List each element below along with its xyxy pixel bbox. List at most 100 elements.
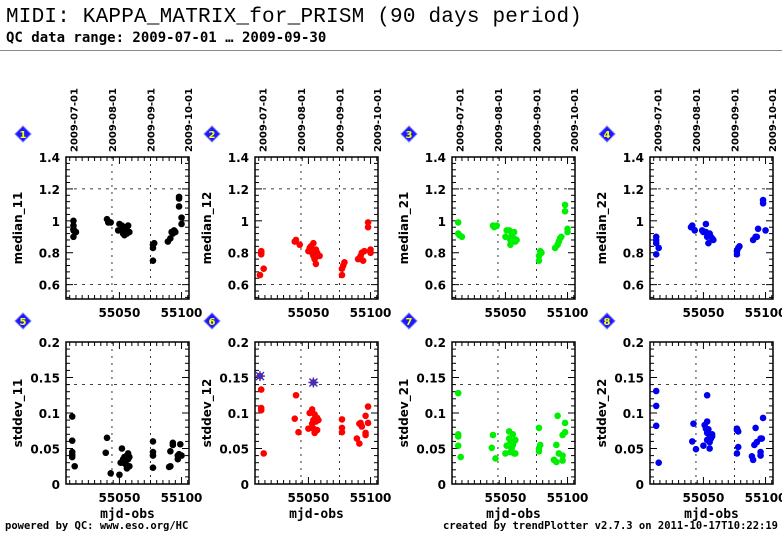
data-point [338, 416, 346, 423]
date-label: 2009-08-01 [297, 88, 308, 152]
data-point [178, 214, 185, 221]
data-point [341, 259, 348, 266]
data-point [510, 228, 518, 236]
panel-number: 6 [209, 317, 216, 328]
y-tick-label: 0.2 [228, 336, 249, 350]
y-tick-label: 1.2 [228, 183, 249, 197]
data-point [169, 441, 177, 449]
y-tick-label: 0.1 [425, 407, 446, 421]
date-label: 2009-07-01 [258, 88, 269, 152]
data-point [356, 440, 363, 447]
data-point [296, 241, 304, 249]
x-tick-label: 55050 [485, 306, 527, 320]
y-tick-label: 0.15 [30, 372, 60, 386]
data-point [364, 219, 372, 226]
data-point [559, 452, 566, 459]
x-tick-label: 55100 [350, 306, 392, 320]
data-point [256, 271, 264, 279]
data-point [454, 433, 462, 440]
data-point [358, 423, 366, 430]
diamond-icon [14, 312, 32, 330]
date-label: 2009-10-01 [373, 88, 384, 152]
y-tick-label: 0.2 [39, 336, 60, 350]
data-point [103, 434, 111, 442]
y-tick-label: 0.1 [39, 407, 60, 421]
diamond-icon [400, 125, 418, 143]
y-tick-label: 0 [636, 478, 644, 492]
y-tick-label: 0.05 [30, 443, 60, 457]
data-point [759, 199, 767, 207]
x-tick-label: 55050 [683, 306, 725, 320]
x-axis-label: mjd-obs [684, 507, 739, 522]
data-point [338, 428, 346, 436]
data-point [535, 448, 543, 455]
created-by-label: created by trendPlotter v2.7.3 on 2011-1… [442, 520, 778, 532]
data-point [367, 249, 374, 257]
panel-number: 1 [20, 130, 27, 141]
y-tick-label: 1 [636, 215, 644, 229]
panel-number-badge[interactable]: 8 [598, 312, 616, 330]
plot-frame [254, 156, 379, 300]
x-tick-label: 55100 [350, 491, 392, 505]
panel-number-badge[interactable]: 6 [203, 312, 221, 330]
y-tick-label: 0.6 [39, 279, 60, 293]
data-point [178, 452, 185, 459]
panel-number-badge[interactable]: 7 [400, 312, 418, 330]
diamond-icon [598, 312, 616, 330]
data-point [535, 257, 543, 265]
y-tick-label: 0.2 [623, 336, 644, 350]
data-point [688, 438, 696, 445]
data-point [536, 441, 544, 449]
data-point [705, 239, 712, 247]
data-point [758, 435, 766, 442]
date-label: 2009-08-01 [494, 88, 505, 152]
date-label: 2009-09-01 [730, 88, 741, 152]
data-point [553, 458, 560, 466]
y-tick-label: 1 [438, 215, 446, 229]
data-point [736, 243, 743, 250]
y-tick-label: 0.8 [39, 247, 60, 261]
data-point [361, 247, 368, 255]
y-tick-label: 0.8 [228, 247, 249, 261]
plot-frame [649, 341, 774, 485]
x-tick-label: 55100 [161, 491, 203, 505]
powered-by-label: powered by QC: www.eso.org/HC [5, 520, 189, 532]
data-point [749, 456, 757, 464]
panel-5: 0 0.05 0.1 0.15 0.2 55050 55100 stddev_11 mjd-ob… [11, 312, 203, 522]
date-label: 2009-08-01 [108, 88, 119, 152]
x-tick-label: 55050 [485, 491, 527, 505]
plot-frame [451, 341, 576, 485]
y-tick-label: 0.8 [623, 247, 644, 261]
x-tick-label: 55050 [683, 491, 725, 505]
data-point [175, 203, 183, 210]
panel-2: 0.6 0.8 1 1.2 1.4 55050 55100 median_12 2009-07-… [200, 88, 391, 320]
date-label: 2009-07-01 [455, 88, 466, 152]
date-label: 2009-10-01 [184, 88, 195, 152]
panel-number-badge[interactable]: 4 [598, 125, 616, 143]
x-tick-label: 55050 [99, 306, 141, 320]
data-point [107, 219, 115, 226]
data-point [512, 436, 519, 444]
data-point [312, 260, 320, 268]
data-point [292, 236, 300, 244]
panel-number-badge[interactable]: 5 [14, 312, 32, 330]
y-tick-label: 0.2 [425, 336, 446, 350]
data-point [652, 387, 660, 395]
panel-number-badge[interactable]: 3 [400, 125, 418, 143]
data-point [708, 433, 716, 440]
data-point [257, 406, 265, 414]
data-point [308, 406, 316, 413]
data-point [734, 443, 742, 451]
panel-number-badge[interactable]: 2 [203, 125, 221, 143]
panel-number: 8 [604, 317, 611, 328]
data-point [734, 428, 742, 435]
y-tick-label: 1.2 [39, 183, 60, 197]
panel-number-badge[interactable]: 1 [14, 125, 32, 143]
data-point [733, 450, 741, 457]
data-point [454, 442, 462, 449]
x-axis-label: mjd-obs [289, 507, 344, 522]
y-tick-label: 0.15 [416, 372, 446, 386]
data-point [561, 419, 569, 427]
data-point [652, 422, 660, 430]
data-point [177, 440, 184, 448]
